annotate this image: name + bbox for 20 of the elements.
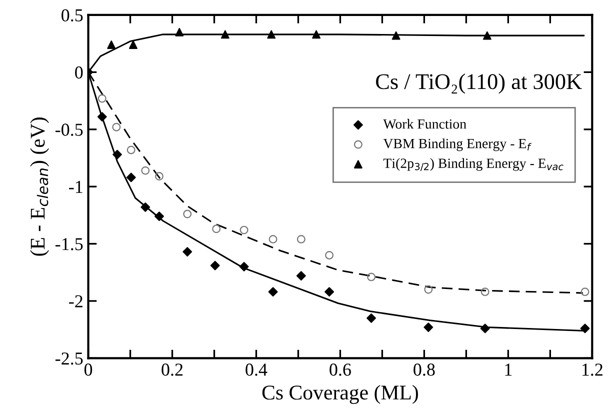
x-tick-label: 0 — [84, 364, 92, 376]
legend-label: Ti(2p$_{3/2}$) Binding Energy - E$_{vac}$ — [383, 158, 564, 171]
legend-label: VBM Binding Energy - E$_{f}$ — [383, 138, 532, 152]
x-tick-label: 1.2 — [582, 364, 602, 376]
y-tick-label: -1 — [69, 180, 82, 193]
y-tick-label: 0 — [75, 66, 83, 79]
y-tick-label: -1.5 — [56, 238, 83, 250]
x-tick-label: 1 — [505, 364, 512, 376]
legend-label: Work Function — [383, 118, 466, 129]
x-tick-label: 0.6 — [330, 364, 351, 376]
x-axis-title: Cs Coverage (ML) — [262, 384, 418, 404]
annotation: Cs / TiO₂(110) at 300K — [376, 74, 582, 94]
x-tick-label: 0.8 — [414, 364, 435, 376]
y-tick-label: -2 — [69, 295, 82, 308]
y-tick-label: -0.5 — [56, 124, 83, 136]
y-tick-label: 0.5 — [62, 9, 83, 22]
y-tick-label: -2.5 — [56, 352, 83, 365]
x-tick-label: 0.4 — [246, 364, 268, 376]
y-axis-title: (E - E$_{clean}$) (eV) — [30, 118, 49, 256]
x-tick-label: 0.2 — [162, 364, 183, 376]
